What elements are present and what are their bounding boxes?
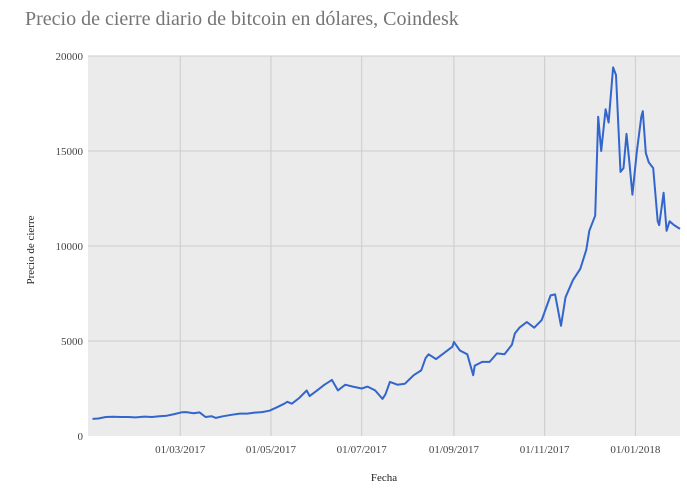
x-tick-label: 01/09/2017 <box>429 444 480 456</box>
series-layer <box>92 66 681 420</box>
x-tick-label: 01/05/2017 <box>246 444 297 456</box>
chart-title: Precio de cierre diario de bitcoin en dó… <box>25 8 459 30</box>
x-axis-ticks: 01/03/2017 01/05/2017 01/07/2017 01/09/2017… <box>155 444 661 456</box>
grid-lines <box>88 55 680 436</box>
y-tick-label: 10000 <box>56 241 84 253</box>
x-tick-label: 01/07/2017 <box>337 444 388 456</box>
x-axis-title: Fecha <box>371 472 397 484</box>
y-tick-label: 0 <box>78 431 84 443</box>
series-line <box>92 66 681 420</box>
y-tick-label: 5000 <box>61 336 84 348</box>
x-tick-label: 01/11/2017 <box>520 444 570 456</box>
x-tick-label: 01/01/2018 <box>610 444 661 456</box>
y-tick-label: 20000 <box>56 51 84 63</box>
y-axis-ticks: 0 5000 10000 15000 20000 <box>56 51 84 443</box>
x-tick-label: 01/03/2017 <box>155 444 206 456</box>
y-axis-title: Precio de cierre <box>25 215 37 284</box>
y-tick-label: 15000 <box>56 146 84 158</box>
